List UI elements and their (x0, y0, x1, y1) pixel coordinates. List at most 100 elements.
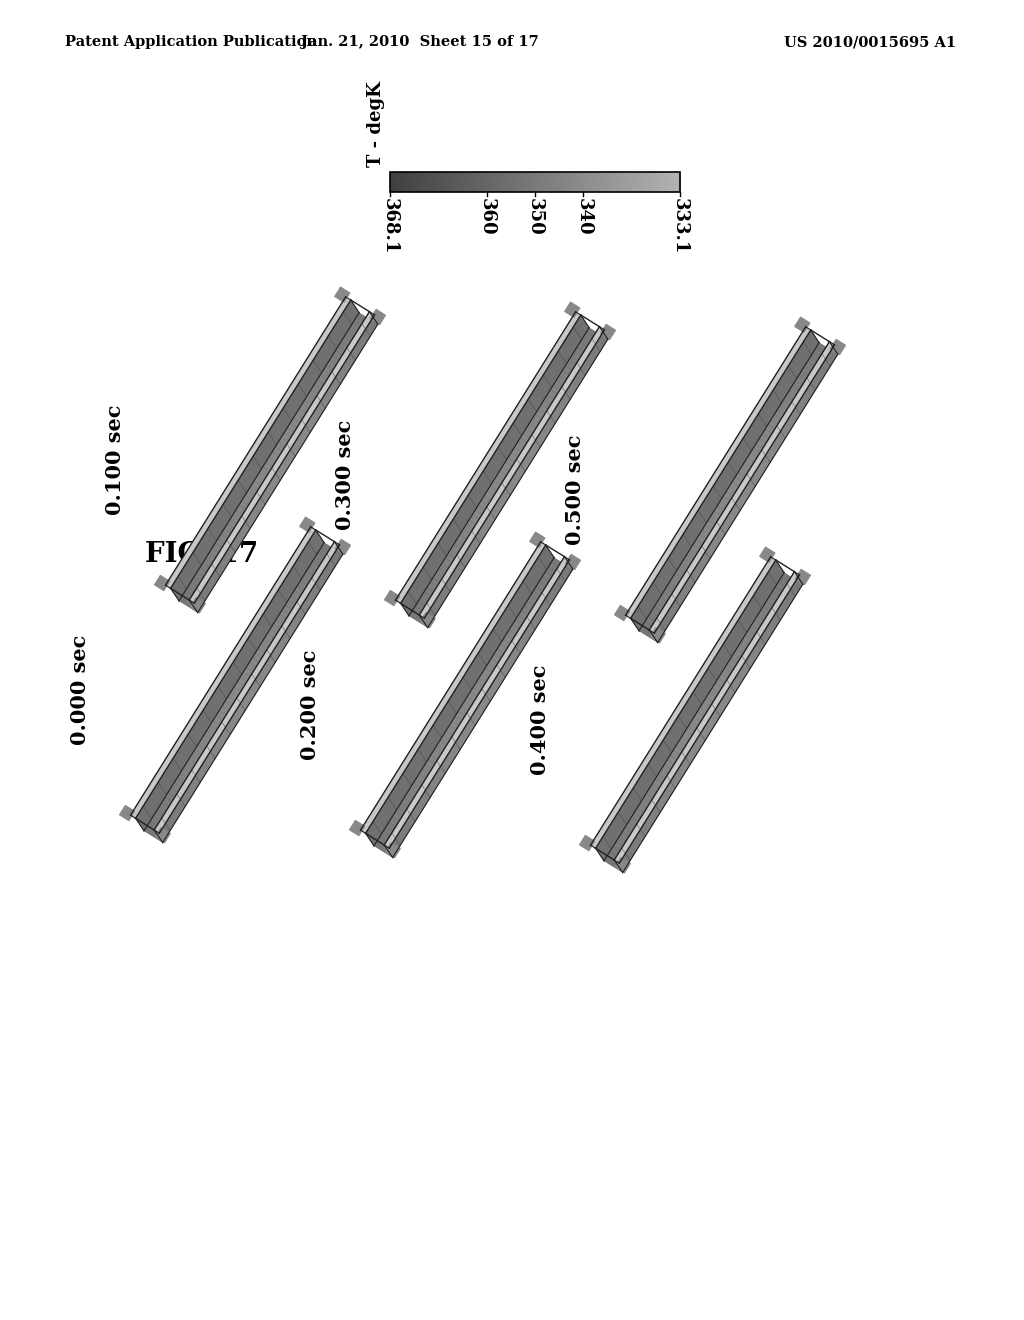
Polygon shape (568, 356, 590, 374)
Polygon shape (521, 606, 543, 622)
Polygon shape (481, 496, 503, 512)
Bar (541, 172, 543, 191)
Bar (648, 172, 650, 191)
Polygon shape (723, 491, 744, 508)
Polygon shape (312, 557, 334, 573)
Polygon shape (153, 812, 175, 828)
Polygon shape (168, 788, 189, 804)
Polygon shape (736, 644, 758, 661)
Polygon shape (744, 458, 766, 474)
Bar (409, 172, 411, 191)
Polygon shape (702, 525, 724, 541)
Polygon shape (384, 557, 572, 858)
Bar (560, 172, 561, 191)
Polygon shape (287, 424, 309, 440)
Polygon shape (694, 711, 716, 729)
Polygon shape (649, 342, 838, 643)
Bar (429, 172, 431, 191)
Bar (620, 172, 621, 191)
Polygon shape (177, 774, 199, 789)
Bar (416, 172, 418, 191)
Polygon shape (188, 582, 210, 598)
Polygon shape (255, 648, 276, 665)
Text: 0.100 sec: 0.100 sec (105, 405, 125, 515)
Bar (422, 172, 424, 191)
Polygon shape (604, 573, 803, 873)
Polygon shape (715, 678, 736, 694)
Bar (415, 172, 417, 191)
Bar (505, 172, 507, 191)
Polygon shape (246, 663, 267, 680)
Polygon shape (243, 668, 265, 684)
Polygon shape (270, 624, 292, 640)
Bar (670, 172, 672, 191)
Bar (658, 172, 660, 191)
Polygon shape (741, 463, 763, 479)
Polygon shape (324, 366, 345, 381)
Bar (624, 172, 626, 191)
Polygon shape (470, 688, 492, 704)
Polygon shape (726, 487, 748, 503)
Bar (499, 172, 501, 191)
Polygon shape (745, 630, 767, 647)
Polygon shape (786, 391, 808, 407)
Polygon shape (506, 630, 527, 647)
Polygon shape (269, 451, 291, 469)
Bar (548, 172, 550, 191)
Polygon shape (294, 586, 315, 602)
Polygon shape (273, 619, 295, 636)
Polygon shape (610, 846, 632, 863)
Polygon shape (804, 362, 825, 379)
Bar (480, 172, 482, 191)
Polygon shape (628, 817, 649, 834)
Bar (394, 172, 396, 191)
Bar (655, 172, 657, 191)
Polygon shape (433, 573, 455, 589)
Bar (642, 172, 644, 191)
Polygon shape (487, 486, 509, 503)
Bar (635, 172, 637, 191)
Bar (667, 172, 669, 191)
Polygon shape (288, 595, 310, 612)
Polygon shape (144, 826, 166, 842)
Polygon shape (430, 577, 452, 594)
Polygon shape (759, 434, 780, 450)
Polygon shape (171, 783, 193, 800)
Polygon shape (171, 300, 359, 601)
Polygon shape (209, 548, 230, 565)
Polygon shape (404, 793, 426, 809)
Polygon shape (749, 626, 770, 642)
Bar (551, 172, 553, 191)
Polygon shape (796, 569, 811, 585)
Bar (510, 172, 512, 191)
Bar (586, 172, 588, 191)
Bar (460, 172, 462, 191)
Polygon shape (581, 337, 602, 354)
Polygon shape (412, 606, 433, 623)
Polygon shape (300, 577, 322, 593)
Polygon shape (275, 442, 297, 459)
Polygon shape (551, 557, 572, 574)
Bar (540, 172, 542, 191)
Polygon shape (526, 424, 548, 440)
Polygon shape (302, 399, 324, 416)
Bar (522, 172, 524, 191)
Text: US 2010/0015695 A1: US 2010/0015695 A1 (784, 36, 956, 49)
Polygon shape (203, 557, 224, 574)
Bar (390, 172, 392, 191)
Polygon shape (490, 482, 512, 498)
Bar (597, 172, 599, 191)
Bar (569, 172, 571, 191)
Polygon shape (626, 327, 811, 618)
Bar (676, 172, 678, 191)
Bar (674, 172, 676, 191)
Polygon shape (690, 544, 712, 561)
Polygon shape (681, 558, 702, 576)
Polygon shape (760, 606, 781, 623)
Polygon shape (306, 566, 328, 583)
Bar (677, 172, 679, 191)
Polygon shape (472, 511, 494, 527)
Bar (568, 172, 570, 191)
Polygon shape (778, 577, 800, 594)
Bar (428, 172, 430, 191)
